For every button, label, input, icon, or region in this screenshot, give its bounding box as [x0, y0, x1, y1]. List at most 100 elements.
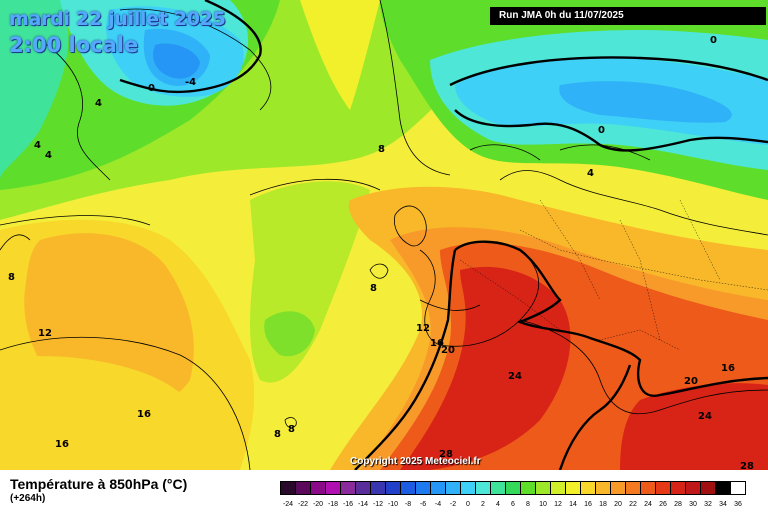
- scale-swatch: [670, 481, 686, 495]
- scale-swatch: [385, 481, 401, 495]
- scale-label: -8: [404, 501, 412, 508]
- scale-swatch: [730, 481, 746, 495]
- color-scale: [280, 481, 746, 495]
- scale-label: 8: [526, 501, 530, 508]
- legend-footer: Température à 850hPa (°C) (+264h) -24 -22…: [0, 470, 768, 512]
- scale-swatch: [445, 481, 461, 495]
- scale-swatch: [655, 481, 671, 495]
- contour-label: 12: [38, 328, 52, 339]
- scale-swatch: [535, 481, 551, 495]
- scale-swatch: [640, 481, 656, 495]
- isotherms-major: [119, 0, 768, 470]
- scale-label: 24: [644, 501, 652, 508]
- copyright-text: Copyright 2025 Meteociel.fr: [350, 456, 481, 467]
- scale-label: -10: [387, 501, 399, 508]
- scale-label: -24: [282, 501, 294, 508]
- contour-label: 20: [684, 376, 698, 387]
- scale-swatch: [685, 481, 701, 495]
- scale-swatch: [400, 481, 416, 495]
- scale-swatch: [610, 481, 626, 495]
- scale-label: -18: [327, 501, 339, 508]
- field-scandinavia-minus2: [559, 81, 732, 123]
- scale-swatch: [550, 481, 566, 495]
- scale-label: -12: [372, 501, 384, 508]
- scale-label: 10: [539, 501, 547, 508]
- scale-label: -4: [434, 501, 442, 508]
- contour-label: 16: [721, 363, 735, 374]
- scale-swatch: [520, 481, 536, 495]
- contour-label: 8: [8, 272, 15, 283]
- map-local-time: 2:00 locale: [9, 33, 139, 57]
- scale-label: 32: [704, 501, 712, 508]
- map-date: mardi 22 juillet 2025: [9, 8, 226, 30]
- scale-swatch: [715, 481, 731, 495]
- scale-label: -6: [419, 501, 427, 508]
- contour-label: 0: [148, 83, 155, 94]
- contour-label: 16: [55, 439, 69, 450]
- temperature-map: 0 -4 4 4 4 8 0 0 4 8 8 12 12 16 20 24 20 16 24 16 16 8 8 28 28 m…: [0, 0, 768, 470]
- scale-label: -20: [312, 501, 324, 508]
- contour-label: 4: [45, 150, 52, 161]
- scale-label: 2: [481, 501, 485, 508]
- contour-label: 8: [274, 429, 281, 440]
- legend-title: Température à 850hPa (°C): [10, 476, 188, 492]
- scale-label: 12: [554, 501, 562, 508]
- scale-label: -14: [357, 501, 369, 508]
- scale-swatch: [625, 481, 641, 495]
- scale-swatch: [505, 481, 521, 495]
- contour-label: 12: [416, 323, 430, 334]
- contour-label: 16: [137, 409, 151, 420]
- scale-label: -16: [342, 501, 354, 508]
- field-north-yellow: [300, 0, 380, 110]
- scale-swatch: [460, 481, 476, 495]
- scale-label: 14: [569, 501, 577, 508]
- field-atlantic-green-core: [264, 311, 315, 357]
- field-east-28: [620, 383, 768, 470]
- contour-label: 4: [587, 168, 594, 179]
- contour-label: 4: [34, 140, 41, 151]
- contour-label: 0: [598, 125, 605, 136]
- scale-label: 22: [629, 501, 637, 508]
- legend-forecast-hour: (+264h): [10, 493, 46, 504]
- scale-swatch: [700, 481, 716, 495]
- scale-swatch: [310, 481, 326, 495]
- scale-swatch: [280, 481, 296, 495]
- scale-swatch: [370, 481, 386, 495]
- scale-label: 30: [689, 501, 697, 508]
- map-canvas: [0, 0, 768, 470]
- scale-swatch: [355, 481, 371, 495]
- coastlines: [0, 8, 768, 429]
- contour-label: 8: [370, 283, 377, 294]
- scale-label: -22: [297, 501, 309, 508]
- scale-swatch: [295, 481, 311, 495]
- contour-label: 4: [95, 98, 102, 109]
- scale-label: 34: [719, 501, 727, 508]
- scale-swatch: [340, 481, 356, 495]
- contour-label: 20: [441, 345, 455, 356]
- scale-label: 18: [599, 501, 607, 508]
- scale-label: 16: [584, 501, 592, 508]
- contour-label: 8: [288, 424, 295, 435]
- contour-label: -4: [185, 77, 197, 88]
- scale-label: 6: [511, 501, 515, 508]
- scale-label: 20: [614, 501, 622, 508]
- scale-label: 36: [734, 501, 742, 508]
- scale-label: 4: [496, 501, 500, 508]
- scale-label: -2: [449, 501, 457, 508]
- scale-label: 28: [674, 501, 682, 508]
- contour-label: 8: [378, 144, 385, 155]
- contour-label: 28: [740, 461, 754, 470]
- field-west-teal: [0, 0, 69, 180]
- contour-label: 16: [430, 338, 444, 349]
- scale-swatch: [475, 481, 491, 495]
- borders: [459, 199, 768, 351]
- scale-swatch: [490, 481, 506, 495]
- field-greenland-minus4: [153, 43, 200, 79]
- field-atlantic-sw: [0, 356, 230, 470]
- contour-label: 28: [439, 449, 453, 460]
- run-info-banner: Run JMA 0h du 11/07/2025: [490, 7, 766, 25]
- contour-label: 24: [698, 411, 712, 422]
- scale-label: 26: [659, 501, 667, 508]
- scale-swatch: [580, 481, 596, 495]
- isotherms-minor: [0, 0, 481, 470]
